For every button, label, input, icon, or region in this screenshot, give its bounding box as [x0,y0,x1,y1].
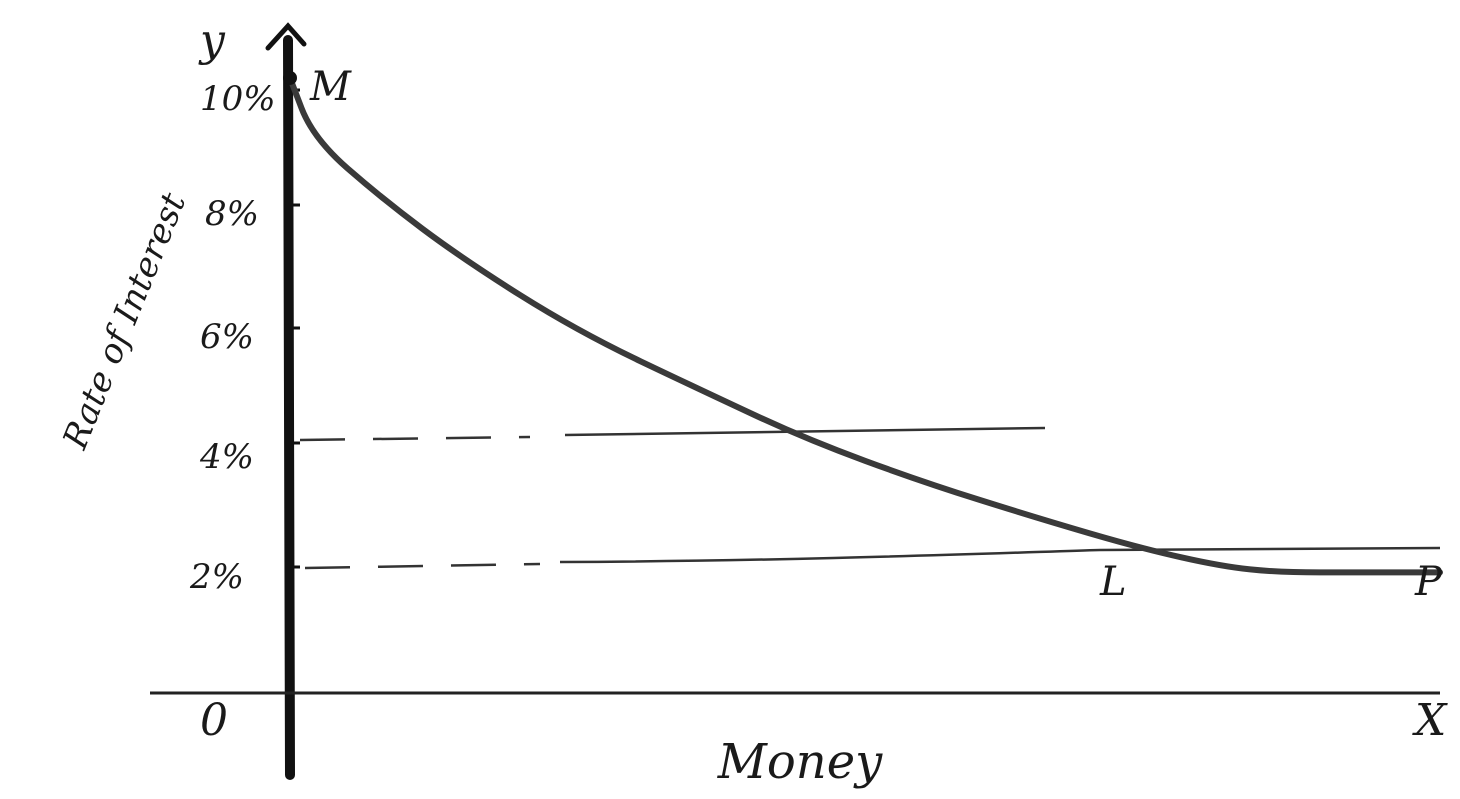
y-axis-arrow-icon [265,22,307,51]
reference-lines [299,426,1441,570]
point-label-m: M [309,64,352,110]
point-label-l: L [1099,559,1127,605]
y-tick-label-8: 8% [205,194,259,234]
reference-line-4 [299,426,1046,442]
point-m-dot [283,70,297,85]
y-tick-label-10: 10% [200,79,276,119]
origin-label: 0 [200,695,228,746]
reference-line-2 [304,546,1441,570]
y-tick-label-2: 2% [189,557,244,597]
reference-line-4-dashed [299,435,531,442]
y-tick-labels: 10% 8% 6% 4% 2% [189,79,276,597]
point-label-p: P [1414,559,1443,605]
y-tick-label-6: 6% [200,317,254,357]
series-curve [287,74,1444,576]
y-axis-title: Rate of Interest [55,187,194,455]
reference-line-2-dashed [304,562,541,570]
x-axis-title: Money [717,734,883,790]
x-axis-letter: X [1412,695,1448,746]
y-axis-line [283,35,295,780]
reference-line-4-solid [564,426,1046,437]
y-axis-letter: y [198,15,226,66]
axes [150,22,1440,780]
y-tick-label-4: 4% [199,437,254,477]
reference-line-2-solid [559,546,1441,564]
